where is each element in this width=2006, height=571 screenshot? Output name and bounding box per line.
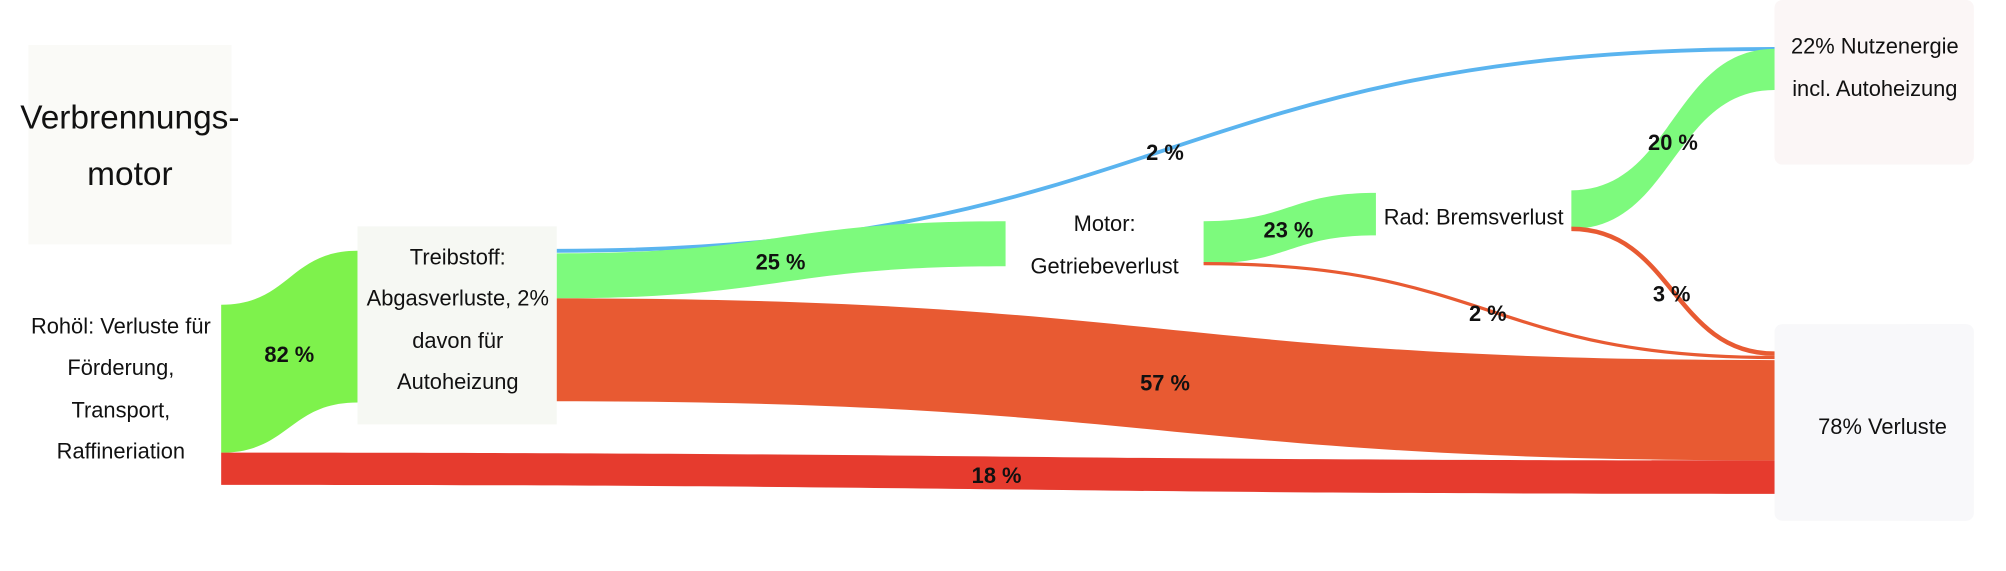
title-box [28,45,232,245]
node-label: 78% Verluste [1818,414,1947,439]
node-label: Autoheizung [397,369,519,394]
link-band [221,452,1775,494]
node-label: Treibstoff: [410,244,506,269]
link-label: 25 % [756,249,806,274]
node-box [357,226,557,425]
link-label: 18 % [972,463,1022,488]
link-line [1203,262,1775,360]
node-label: Motor: [1074,211,1136,236]
title: Verbrennungs- [20,99,239,136]
link-label: 3 % [1653,282,1691,307]
link-label: 57 % [1140,370,1190,395]
link-band [1203,192,1376,264]
node-label: Raffineriation [57,438,185,463]
node-box [1774,0,1974,165]
link-band [556,221,1006,299]
node-label: Abgasverluste, 2% [367,285,549,310]
node-label: Rohöl: Verluste für [31,314,211,339]
node-label: Getriebeverlust [1030,253,1178,278]
link-label: 20 % [1648,130,1698,155]
link-label: 2 % [1146,140,1184,165]
node-box [1774,324,1974,521]
title: motor [87,156,172,193]
node-label: Förderung, [67,355,174,380]
node-label: Rad: Bremsverlust [1384,204,1564,229]
link-label: 2 % [1469,301,1507,326]
node-label: incl. Autoheizung [1792,76,1957,101]
node-label: davon für [412,328,503,353]
link-band [221,250,358,453]
labels: Verbrennungs-motor Rohöl: Verluste für För… [20,33,1958,487]
node-label: Transport, [71,397,170,422]
links [221,46,1775,494]
link-label: 23 % [1264,217,1314,242]
link-band [1571,48,1775,229]
link-label: 82 % [264,342,314,367]
node-label: 22% Nutzenergie [1791,33,1959,58]
link-band [556,298,1775,461]
link-line [1571,226,1775,356]
